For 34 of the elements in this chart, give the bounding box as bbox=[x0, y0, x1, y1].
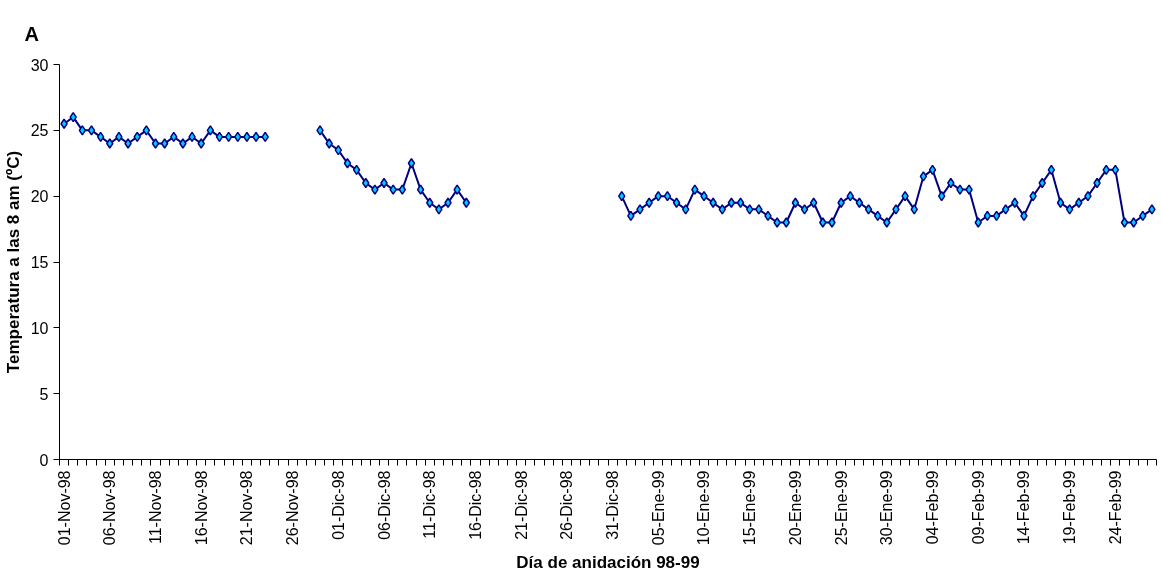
x-tick-label: 11-Dic-98 bbox=[421, 470, 439, 539]
y-tick-label: 10 bbox=[30, 319, 49, 337]
x-tick-label: 01-Nov-98 bbox=[55, 470, 73, 546]
x-tick-label: 14-Feb-99 bbox=[1015, 470, 1033, 545]
x-tick-label: 30-Ene-99 bbox=[878, 470, 896, 546]
x-tick-label: 06-Dic-98 bbox=[375, 470, 393, 540]
x-tick-label: 31-Dic-98 bbox=[604, 470, 622, 540]
x-tick-label: 16-Dic-98 bbox=[466, 470, 484, 540]
y-axis-title: Temperatura a las 8 am (ºC) bbox=[3, 150, 23, 374]
x-tick-label: 21-Dic-98 bbox=[512, 470, 530, 540]
chart-title: A bbox=[24, 22, 39, 45]
x-tick-label: 11-Nov-98 bbox=[146, 470, 164, 545]
y-tick-label: 20 bbox=[30, 188, 49, 206]
x-tick-label: 04-Feb-99 bbox=[924, 470, 942, 545]
x-tick-label: 09-Feb-99 bbox=[969, 470, 987, 545]
y-tick-label: 0 bbox=[39, 451, 49, 469]
x-axis-title: Día de anidación 98-99 bbox=[516, 553, 700, 573]
y-tick-label: 15 bbox=[30, 254, 49, 271]
x-tick-label: 16-Nov-98 bbox=[192, 470, 210, 546]
y-tick-label: 30 bbox=[30, 56, 49, 74]
y-tick-label: 25 bbox=[30, 122, 49, 140]
x-tick-label: 21-Nov-98 bbox=[238, 470, 256, 546]
x-tick-label: 05-Ene-99 bbox=[649, 470, 667, 546]
x-tick-label: 06-Nov-98 bbox=[101, 470, 119, 546]
x-tick-label: 26-Nov-98 bbox=[284, 470, 302, 546]
x-tick-label: 24-Feb-99 bbox=[1106, 470, 1124, 545]
x-tick-label: 26-Dic-98 bbox=[558, 470, 576, 540]
x-tick-label: 10-Ene-99 bbox=[695, 470, 713, 546]
x-tick-label: 15-Ene-99 bbox=[741, 470, 759, 546]
x-tick-label: 20-Ene-99 bbox=[786, 470, 804, 546]
x-tick-label: 25-Ene-99 bbox=[832, 470, 850, 546]
y-tick-label: 5 bbox=[39, 385, 49, 403]
x-tick-label: 19-Feb-99 bbox=[1061, 470, 1079, 545]
x-tick-label: 01-Dic-98 bbox=[329, 470, 347, 540]
